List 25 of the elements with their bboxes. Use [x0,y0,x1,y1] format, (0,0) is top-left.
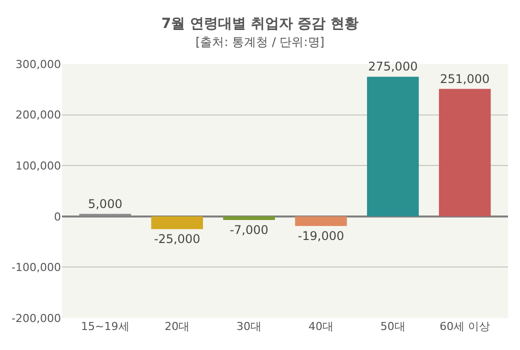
x-tick-label: 50대 [380,320,406,333]
chart-subtitle: [출처: 통계청 / 단위:명] [196,35,324,50]
bar [438,88,491,216]
x-tick-label: 20대 [164,320,190,333]
x-tick-label: 15~19세 [81,320,130,333]
x-tick-label: 40대 [308,320,334,333]
x-tick-label: 30대 [236,320,262,333]
chart-title: 7월 연령대별 취업자 증감 현황 [161,16,359,32]
bar [367,76,419,216]
data-label: -19,000 [298,229,344,244]
bar [223,216,275,220]
x-tick-label: 60세 이상 [440,320,490,333]
data-label: 275,000 [368,60,418,74]
y-tick-label: 300,000 [16,58,61,71]
data-label: -7,000 [230,222,268,237]
y-tick-label: 0 [54,210,61,224]
y-tick-label: -200,000 [12,312,61,325]
data-label: -25,000 [154,232,200,246]
bar [295,216,347,226]
data-label: 251,000 [440,72,490,86]
data-label: 5,000 [88,196,122,211]
bar [151,216,203,230]
y-tick-label: -100,000 [12,261,61,274]
y-tick-label: 100,000 [16,159,61,172]
y-tick-label: 200,000 [16,108,61,122]
